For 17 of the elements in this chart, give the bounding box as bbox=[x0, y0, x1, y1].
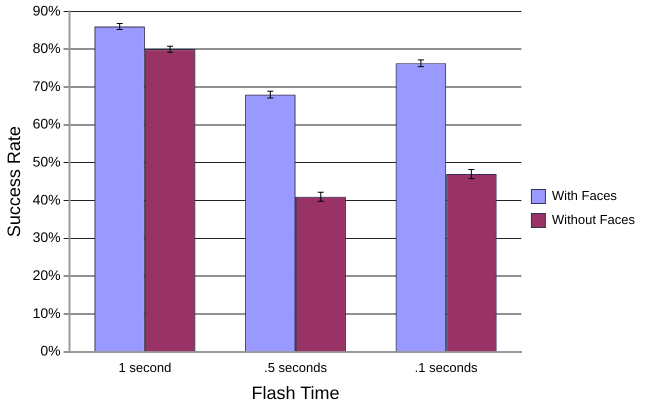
x-tick-label: 1 second bbox=[118, 360, 172, 376]
y-tick-label: 50% bbox=[32, 154, 61, 170]
y-tick-label: 30% bbox=[32, 229, 61, 246]
y-tick-label: 80% bbox=[32, 40, 61, 56]
x-axis-title: Flash Time bbox=[252, 383, 340, 404]
legend-label: With Faces bbox=[552, 188, 618, 204]
y-tick-label: 0% bbox=[40, 342, 61, 359]
y-tick-label: 60% bbox=[32, 116, 61, 132]
y-axis-title: Success Rate bbox=[4, 126, 24, 238]
y-tick-label: 90% bbox=[32, 2, 61, 18]
y-tick-label: 10% bbox=[32, 304, 61, 321]
x-tick-label: .1 seconds bbox=[414, 360, 478, 376]
y-tick-label: 70% bbox=[32, 78, 61, 94]
y-tick-label: 40% bbox=[32, 191, 61, 208]
legend-label: Without Faces bbox=[552, 212, 636, 228]
y-tick-label: 20% bbox=[32, 267, 61, 284]
x-tick-label: .5 seconds bbox=[264, 360, 328, 376]
